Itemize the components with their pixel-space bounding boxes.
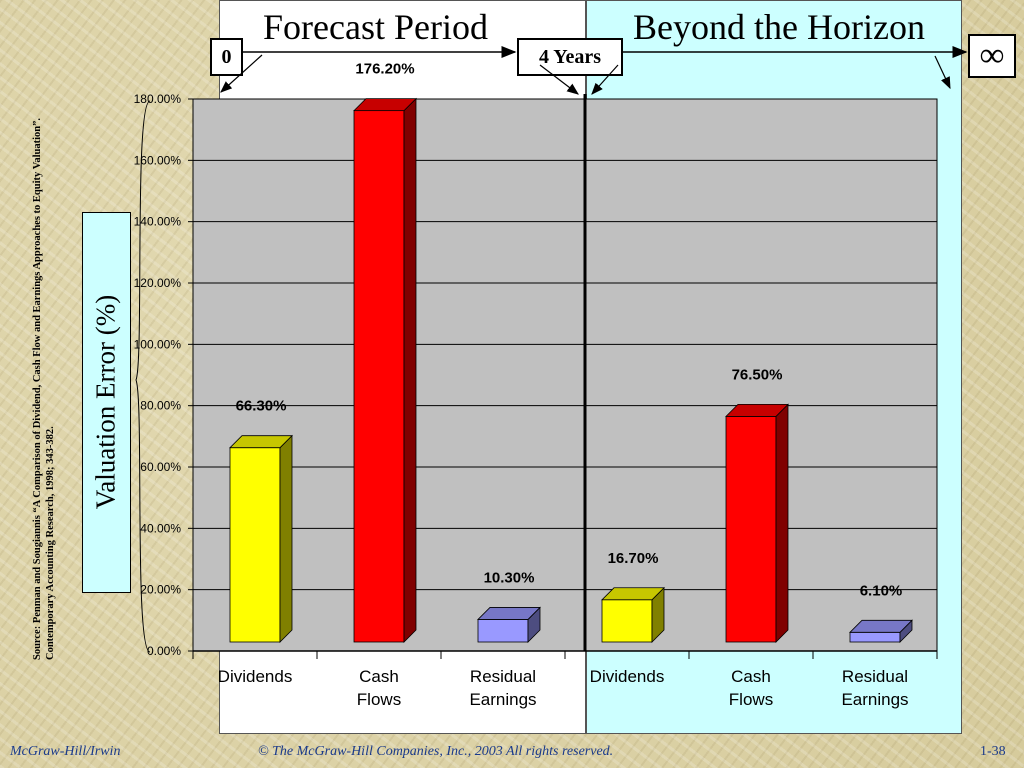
bar: 176.20% — [353, 61, 417, 643]
bar: 16.70% — [601, 550, 665, 643]
bar-top — [601, 587, 665, 601]
infinity-marker-box: ∞ — [968, 34, 1016, 78]
plot-background — [192, 98, 938, 652]
y-axis-label: Valuation Error (%) — [90, 294, 121, 510]
bar-front — [353, 110, 405, 643]
bar-data-label: 16.70% — [608, 550, 659, 567]
infinity-pointer-arrow — [934, 55, 951, 90]
footer-publisher: McGraw-Hill/Irwin — [10, 744, 121, 759]
bar-top — [849, 619, 913, 633]
bar-top — [477, 607, 541, 620]
x-category-label: Earnings — [469, 690, 536, 709]
x-category-label: Flows — [729, 690, 773, 709]
source-citation: Source: Penman and Sougiannis “A Compari… — [32, 118, 56, 660]
bar: 66.30% — [229, 398, 293, 643]
x-category-label: Residual — [842, 667, 908, 686]
x-category-label: Cash — [731, 667, 771, 686]
y-tick-label: 120.00% — [134, 276, 182, 290]
y-tick-label: 60.00% — [140, 460, 181, 474]
bar-front — [477, 619, 529, 643]
x-category-label: Earnings — [841, 690, 908, 709]
y-tick-label: 140.00% — [134, 215, 182, 229]
bars: 66.30% 176.20% 10.30% 16.70% 76.50% 6.10% — [229, 61, 913, 643]
y-tick-label: 80.00% — [140, 399, 181, 413]
bar-front — [229, 447, 281, 643]
bar-front — [725, 415, 777, 643]
bar: 6.10% — [849, 582, 913, 643]
start-marker-box: 0 — [210, 38, 243, 76]
bar-side — [403, 97, 417, 643]
y-tick-label: 100.00% — [134, 337, 182, 351]
x-category-label: Residual — [470, 667, 536, 686]
bar-data-label: 76.50% — [732, 366, 783, 383]
x-category-label: Cash — [359, 667, 399, 686]
y-axis-label-box — [82, 212, 131, 593]
axes: 0.00% 20.00% 40.00% 60.00% 80.00% 100.00% 120.… — [134, 92, 938, 709]
plot-area — [192, 98, 938, 652]
bar-side — [279, 434, 293, 643]
bar-data-label: 6.10% — [860, 582, 903, 599]
bar-top — [229, 435, 293, 449]
y-tick-label: 20.00% — [140, 583, 181, 597]
timeline-arrows — [220, 46, 968, 95]
y-tick-label: 160.00% — [134, 153, 182, 167]
y-tick-label: 40.00% — [140, 521, 181, 535]
y-tick-label: 0.00% — [147, 644, 181, 658]
axis-brace — [135, 100, 151, 653]
x-category-label: Flows — [357, 690, 401, 709]
bar-top — [353, 98, 417, 112]
start-pointer-arrow — [220, 54, 263, 93]
bar: 10.30% — [477, 569, 541, 643]
beyond-horizon-heading: Beyond the Horizon — [633, 7, 925, 47]
bar-front — [849, 631, 901, 643]
bar-data-label: 176.20% — [355, 61, 414, 78]
bar-data-label: 66.30% — [236, 398, 287, 415]
horizon-right-pointer-arrow — [591, 64, 619, 95]
x-category-label: Dividends — [218, 667, 293, 686]
y-tick-label: 180.00% — [134, 92, 182, 106]
bar: 76.50% — [725, 366, 789, 643]
bar-front — [601, 599, 653, 643]
horizon-marker-box: 4 Years — [517, 38, 623, 76]
bar-side — [775, 403, 789, 643]
bar-top — [725, 403, 789, 417]
footer-slide-number: 1-38 — [980, 744, 1006, 759]
footer-copyright: © The McGraw-Hill Companies, Inc., 2003 … — [258, 744, 614, 759]
x-category-label: Dividends — [590, 667, 665, 686]
horizon-left-pointer-arrow — [539, 64, 579, 95]
forecast-period-heading: Forecast Period — [263, 7, 488, 47]
bar-data-label: 10.30% — [484, 569, 535, 586]
